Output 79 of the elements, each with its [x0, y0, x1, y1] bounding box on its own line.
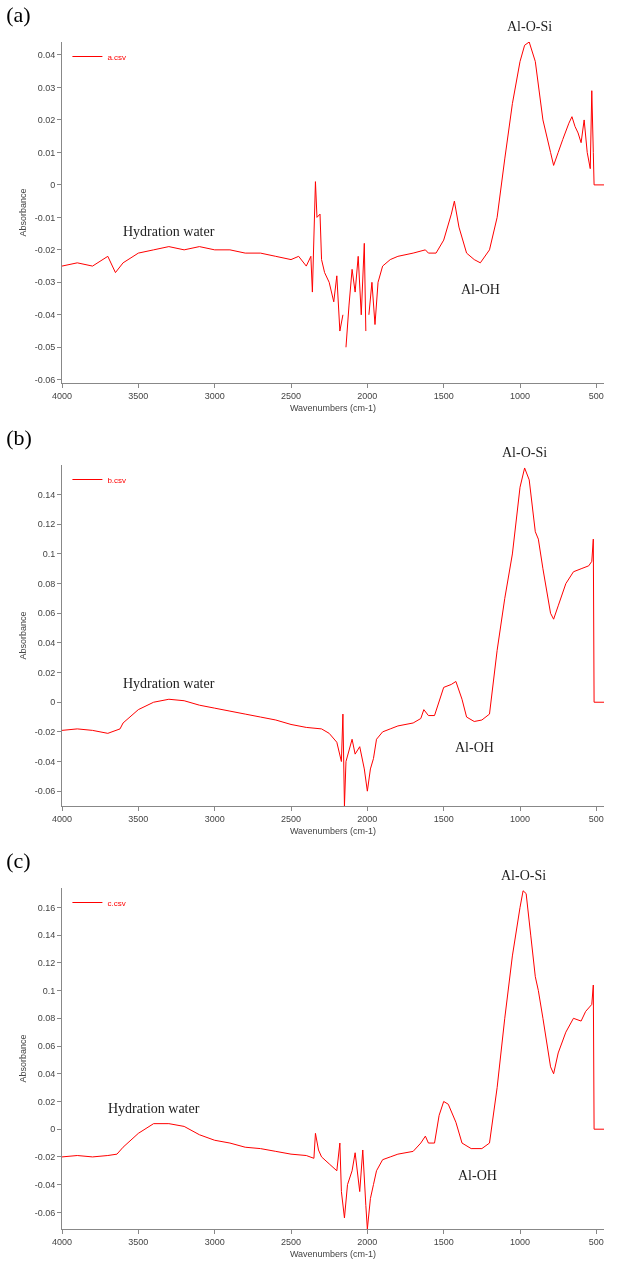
y-tick-label: -0.06 [34, 786, 56, 797]
y-tick-label: 0.02 [37, 115, 56, 126]
y-axis-title: Absorbance [18, 188, 29, 237]
y-tick-label: 0.14 [37, 489, 56, 500]
x-tick-label: 500 [588, 390, 604, 401]
x-tick-label: 1500 [433, 1236, 454, 1247]
annotation: Hydration water [108, 1101, 200, 1116]
x-tick-label: 1500 [433, 813, 454, 824]
x-tick-label: 1500 [433, 390, 454, 401]
y-axis-title: Absorbance [18, 1034, 29, 1083]
legend-label: b.csv [107, 475, 127, 485]
x-tick-label: 2500 [280, 390, 302, 401]
x-tick-label: 1000 [510, 390, 531, 401]
y-tick-label: -0.02 [34, 1152, 56, 1163]
x-tick-label: 500 [588, 1236, 604, 1247]
y-tick-label: -0.06 [34, 1207, 56, 1218]
x-tick-label: 2500 [280, 1236, 302, 1247]
legend-label: a.csv [107, 52, 127, 62]
x-tick-label: 4000 [51, 390, 73, 401]
y-tick-label: 0.04 [37, 1068, 56, 1079]
x-axis-title: Wavenumbers (cm-1) [289, 1248, 377, 1259]
y-tick-label: 0.06 [37, 1041, 56, 1052]
y-tick-label: 0 [50, 1124, 56, 1135]
annotation: Hydration water [123, 224, 215, 239]
y-tick-label: 0.02 [37, 1096, 56, 1107]
annotation: Al-OH [461, 282, 500, 297]
x-tick-label: 1000 [510, 1236, 531, 1247]
y-tick-label: -0.04 [34, 1179, 56, 1190]
x-tick-label: 2500 [280, 813, 302, 824]
y-tick-label: 0.12 [37, 958, 56, 968]
y-tick-label: -0.04 [34, 756, 56, 767]
chart-title: (c) [6, 847, 31, 873]
x-tick-label: 2000 [357, 813, 378, 824]
x-tick-label: 3500 [128, 1236, 149, 1247]
x-tick-label: 4000 [51, 813, 73, 824]
x-tick-label: 3000 [204, 1236, 225, 1247]
y-tick-label: -0.06 [34, 374, 56, 385]
x-tick-label: 4000 [51, 1236, 73, 1247]
y-tick-label: 0.04 [37, 50, 56, 61]
x-tick-label: 3500 [128, 390, 149, 401]
x-axis-title: Wavenumbers (cm-1) [289, 825, 377, 836]
annotation: Al-OH [455, 740, 494, 755]
y-tick-label: -0.04 [34, 309, 56, 320]
y-tick-label: 0.03 [37, 82, 56, 93]
legend-label: c.csv [107, 898, 126, 908]
annotation: Al-O-Si [501, 868, 547, 883]
y-tick-label: 0.01 [37, 147, 56, 158]
y-tick-label: 0 [50, 180, 56, 191]
y-tick-label: 0 [50, 697, 56, 708]
x-tick-label: 3000 [204, 390, 225, 401]
y-tick-label: 0.1 [42, 985, 56, 996]
x-tick-label: 2000 [357, 390, 378, 401]
y-tick-label: 0.08 [37, 578, 56, 589]
annotation: Al-OH [458, 1168, 497, 1183]
chart-title: (a) [6, 1, 31, 27]
x-tick-label: 2000 [357, 1236, 378, 1247]
y-tick-label: 0.16 [37, 902, 56, 913]
x-tick-label: 500 [588, 813, 604, 824]
y-tick-label: 0.08 [37, 1013, 56, 1024]
y-tick-label: -0.02 [34, 245, 56, 255]
y-tick-label: 0.06 [37, 608, 56, 619]
x-axis-title: Wavenumbers (cm-1) [289, 402, 377, 413]
x-tick-label: 1000 [510, 813, 531, 824]
y-tick-label: -0.01 [34, 212, 56, 223]
annotation: Al-O-Si [507, 19, 553, 34]
y-tick-label: -0.02 [34, 727, 56, 738]
y-tick-label: -0.05 [34, 342, 56, 353]
y-tick-label: -0.03 [34, 277, 56, 288]
y-tick-label: 0.02 [37, 667, 56, 678]
annotation: Hydration water [123, 676, 215, 691]
y-axis-title: Absorbance [18, 611, 29, 660]
x-tick-label: 3500 [128, 813, 149, 824]
y-tick-label: 0.14 [37, 930, 56, 941]
annotation: Al-O-Si [502, 445, 548, 460]
x-tick-label: 3000 [204, 813, 225, 824]
y-tick-label: 0.12 [37, 519, 56, 530]
chart-title: (b) [6, 424, 32, 450]
y-tick-label: 0.1 [42, 549, 56, 560]
y-tick-label: 0.04 [37, 638, 56, 649]
